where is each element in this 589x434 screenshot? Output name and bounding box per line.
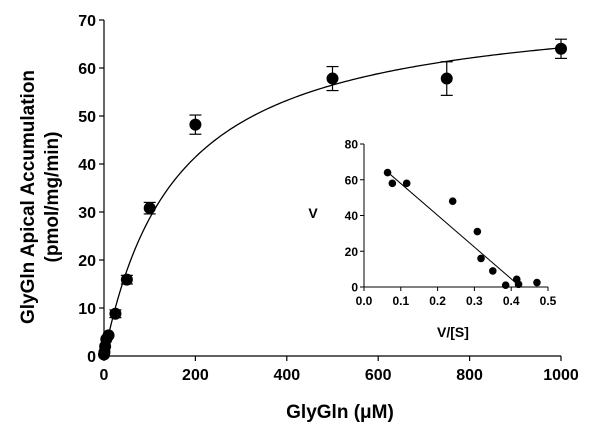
main-y-tick-label: 20 bbox=[78, 253, 96, 270]
inset-y-axis-title: V bbox=[308, 205, 318, 221]
main-y-axis-title-line2: (pmol/mg/min) bbox=[42, 132, 63, 263]
inset-data-point bbox=[501, 281, 510, 290]
inset-x-axis-title: V/[S] bbox=[437, 324, 469, 340]
main-data-point bbox=[189, 118, 202, 131]
inset-x-tick-label: 0.1 bbox=[392, 294, 409, 308]
main-x-tick-label: 800 bbox=[456, 367, 483, 384]
main-data-point bbox=[120, 273, 133, 286]
inset-plot: 0 20 40 60 80 0.0 0.1 0.2 0.3 0.4 0.5 bbox=[345, 138, 557, 309]
inset-x-tick-label: 0.5 bbox=[540, 294, 557, 308]
inset-x-tick-label: 0.0 bbox=[356, 294, 373, 308]
main-x-axis-title: GlyGln (μM) bbox=[286, 402, 394, 423]
main-y-tick-label: 10 bbox=[78, 301, 96, 318]
main-y-tick-label: 0 bbox=[87, 349, 96, 366]
inset-data-point bbox=[489, 267, 497, 275]
main-fit-curve bbox=[103, 47, 562, 357]
inset-x-tick-label: 0.2 bbox=[429, 294, 446, 308]
main-data-point bbox=[555, 42, 567, 55]
main-y-tick-label: 40 bbox=[78, 157, 96, 174]
inset-data-point bbox=[383, 168, 392, 177]
inset-data-point bbox=[514, 280, 523, 289]
main-y-tick-label: 30 bbox=[78, 205, 96, 222]
main-x-tick-label: 400 bbox=[273, 367, 300, 384]
inset-data-point bbox=[473, 227, 482, 236]
inset-y-tick-label: 0 bbox=[351, 281, 358, 295]
inset-y-tick-label: 80 bbox=[345, 138, 359, 152]
main-y-tick-label: 60 bbox=[78, 61, 96, 78]
inset-data-point bbox=[388, 179, 397, 188]
main-x-tick-label: 0 bbox=[100, 367, 109, 384]
main-y-axis-title-line1: GlyGln Apical Accumulation bbox=[18, 70, 39, 324]
main-data-point bbox=[109, 307, 122, 320]
main-data-point bbox=[440, 72, 453, 85]
main-data-point bbox=[143, 202, 156, 215]
inset-y-tick-label: 20 bbox=[345, 245, 359, 259]
inset-x-tick-label: 0.3 bbox=[466, 294, 483, 308]
inset-fit-line bbox=[385, 170, 519, 286]
inset-y-tick-label: 60 bbox=[345, 173, 359, 187]
inset-data-point bbox=[533, 278, 541, 287]
main-y-tick-label: 50 bbox=[78, 109, 96, 126]
main-x-tick-label: 1000 bbox=[543, 367, 579, 384]
inset-data-point bbox=[477, 254, 485, 263]
main-x-tick-label: 600 bbox=[365, 367, 392, 384]
inset-x-tick-label: 0.4 bbox=[503, 294, 520, 308]
main-x-tick-label: 200 bbox=[182, 367, 209, 384]
inset-data-point bbox=[402, 179, 411, 188]
main-data-point bbox=[102, 329, 115, 342]
main-y-tick-label: 70 bbox=[78, 13, 96, 30]
inset-data-point bbox=[448, 197, 457, 205]
inset-y-tick-label: 40 bbox=[345, 209, 359, 223]
main-data-point bbox=[326, 72, 339, 85]
